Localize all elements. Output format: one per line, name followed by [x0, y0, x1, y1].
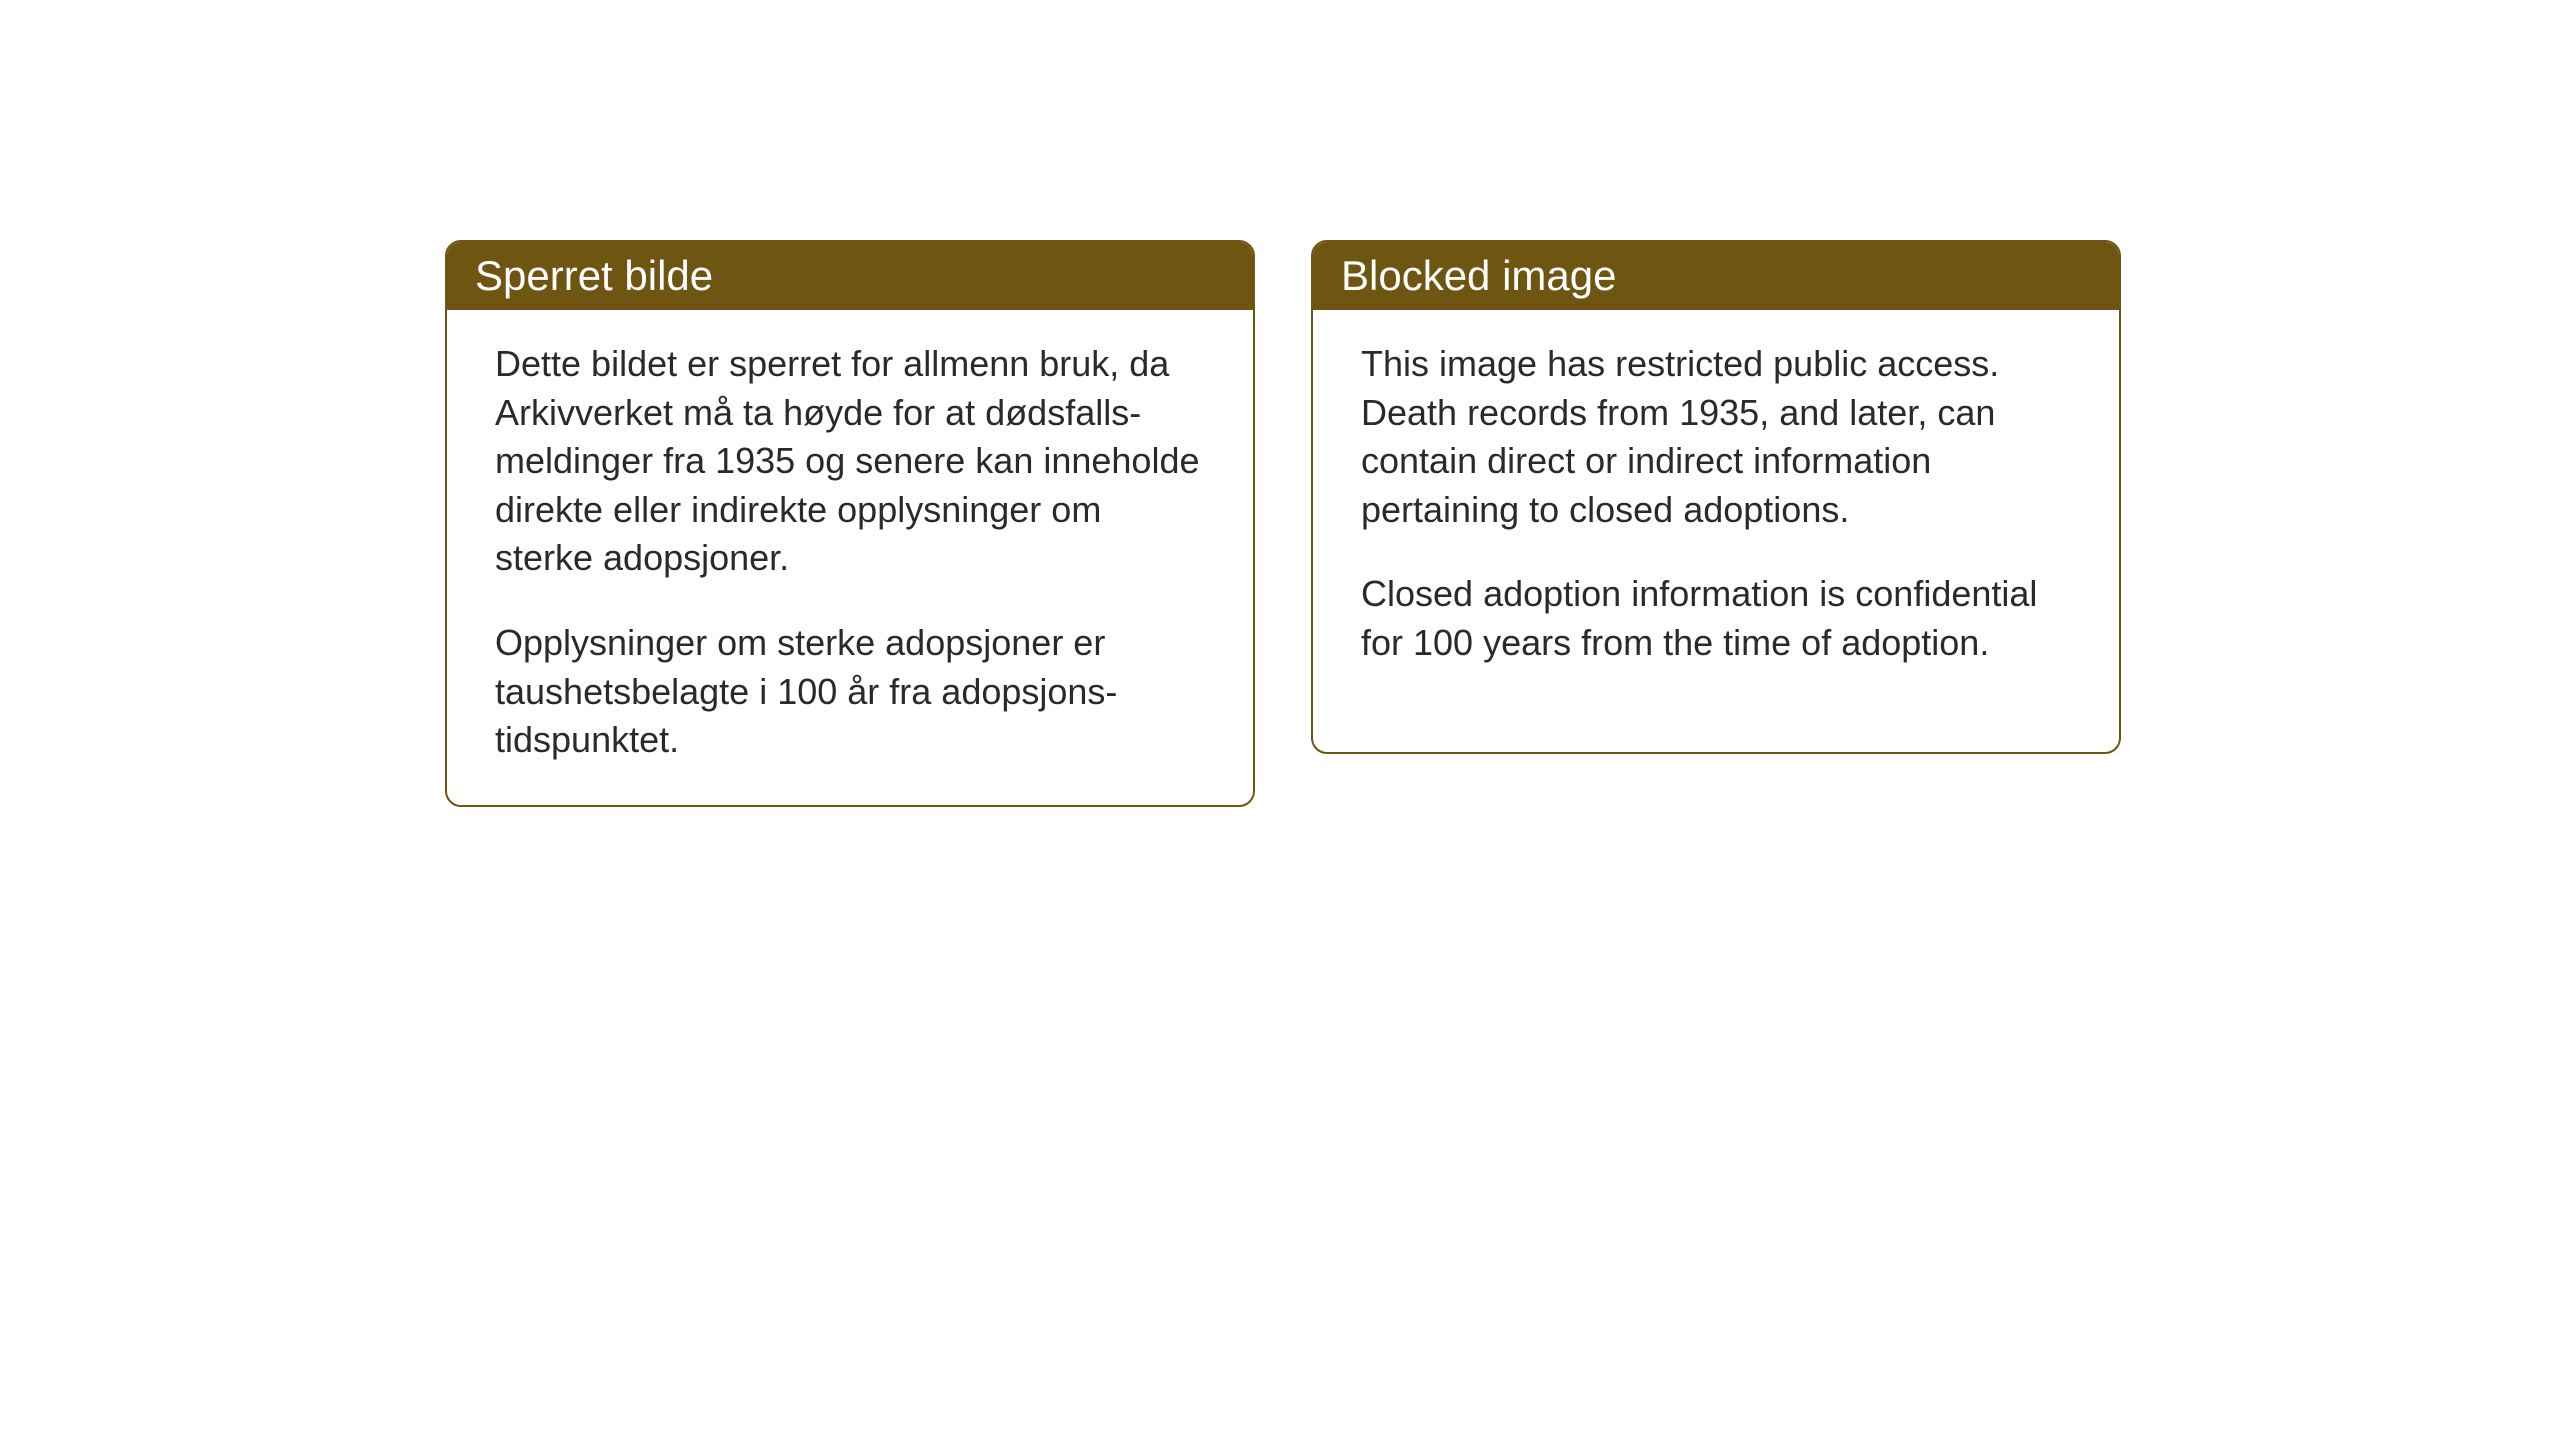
card-header-english: Blocked image: [1313, 242, 2119, 310]
card-title-norwegian: Sperret bilde: [475, 252, 713, 299]
card-paragraph-2-english: Closed adoption information is confident…: [1361, 570, 2071, 667]
notice-card-english: Blocked image This image has restricted …: [1311, 240, 2121, 754]
card-header-norwegian: Sperret bilde: [447, 242, 1253, 310]
notice-container: Sperret bilde Dette bildet er sperret fo…: [445, 240, 2121, 807]
card-body-norwegian: Dette bildet er sperret for allmenn bruk…: [447, 310, 1253, 805]
card-paragraph-1-norwegian: Dette bildet er sperret for allmenn bruk…: [495, 340, 1205, 583]
card-title-english: Blocked image: [1341, 252, 1616, 299]
card-paragraph-1-english: This image has restricted public access.…: [1361, 340, 2071, 534]
notice-card-norwegian: Sperret bilde Dette bildet er sperret fo…: [445, 240, 1255, 807]
card-paragraph-2-norwegian: Opplysninger om sterke adopsjoner er tau…: [495, 619, 1205, 765]
card-body-english: This image has restricted public access.…: [1313, 310, 2119, 708]
